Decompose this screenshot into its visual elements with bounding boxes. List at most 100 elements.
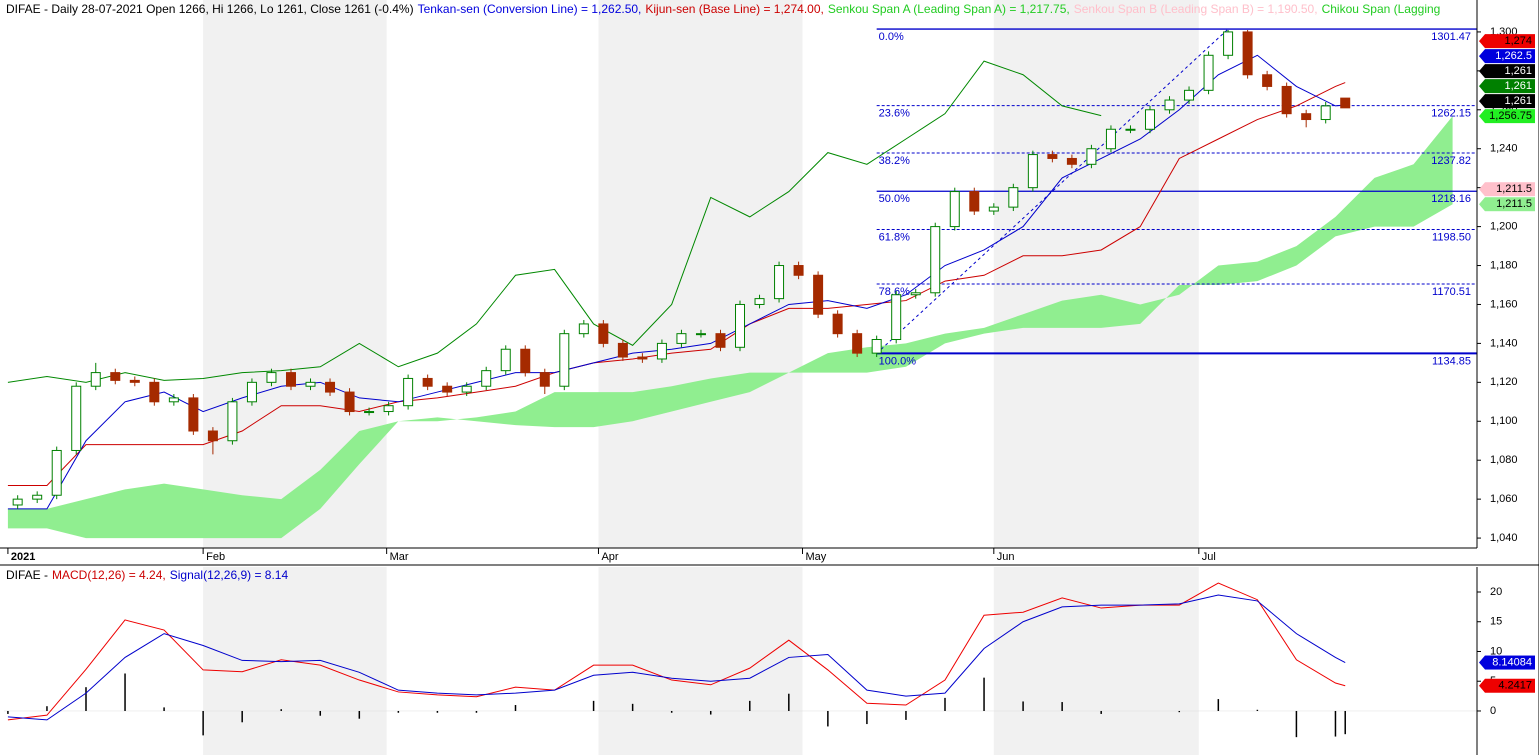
indicator-line	[7, 54, 1346, 510]
fib-price-label: 1198.50	[1432, 231, 1471, 243]
fib-price-label: 1170.51	[1432, 286, 1471, 298]
histogram-bar	[709, 710, 712, 715]
price-tag-label: 1,261	[1504, 95, 1532, 107]
candle-body	[735, 303, 746, 348]
candle-body	[500, 348, 511, 372]
candle-body	[461, 385, 472, 393]
histogram-bar	[319, 710, 322, 716]
y-tick-label: 10	[1490, 645, 1502, 657]
price-tag	[1485, 655, 1535, 670]
histogram-bar	[670, 710, 673, 713]
panel-header: DIFAE - MACD(12,26) = 4.24, Signal(12,26,9…	[6, 568, 288, 582]
header-part: Chikou Span (Lagging	[1322, 2, 1441, 16]
candle-body	[149, 381, 160, 403]
candle-body	[1125, 128, 1136, 131]
y-tick-label: 0	[1490, 705, 1496, 717]
header-part: Kijun-sen (Base Line) = 1,274.00,	[645, 2, 823, 16]
price-tag-arrow	[1479, 64, 1485, 79]
histogram-bar	[788, 693, 790, 711]
histogram-bar	[202, 710, 204, 736]
fib-level-label: 38.2%	[879, 155, 910, 167]
header-part: DIFAE - Daily 28-07-2021 Open 1266, Hi 1…	[6, 2, 414, 16]
price-tag-label: 1,261	[1504, 65, 1532, 77]
candle-body	[1144, 109, 1155, 130]
header-part: Senkou Span B (Leading Span B) = 1,190.5…	[1074, 2, 1318, 16]
candle-body	[188, 397, 199, 432]
price-tag	[1485, 94, 1535, 109]
fib-price-label: 1237.82	[1431, 155, 1471, 167]
histogram-bar	[1022, 701, 1024, 711]
fib-price-label: 1218.16	[1431, 193, 1471, 205]
price-tag	[1485, 79, 1535, 94]
candle-body	[442, 385, 453, 393]
x-tick-label: 2021	[11, 551, 35, 563]
candle-body	[344, 391, 355, 413]
price-tag-label: 1,261	[1504, 80, 1532, 92]
candle-body	[1320, 105, 1331, 121]
candle-body	[1301, 113, 1312, 121]
candle-body	[266, 372, 277, 383]
price-tag	[1485, 182, 1535, 197]
histogram-bar	[7, 710, 9, 714]
candle-body	[656, 342, 667, 360]
candle-body	[1242, 31, 1253, 76]
y-tick-label: 15	[1490, 616, 1502, 628]
candle-body	[949, 191, 960, 228]
candle-body	[1281, 85, 1292, 115]
fib-price-label: 1262.15	[1431, 108, 1471, 120]
candle-body	[246, 381, 257, 403]
histogram-bar	[436, 710, 439, 713]
y-tick-label: 1,100	[1490, 415, 1518, 427]
y-tick-label: 1,060	[1490, 493, 1518, 505]
candle-body	[598, 323, 609, 344]
histogram-bar	[124, 673, 126, 711]
price-tag-label: 1,274	[1504, 35, 1532, 47]
macd-panel: DIFAE - MACD(12,26) = 4.24, Signal(12,26,9…	[4, 568, 1477, 738]
price-tag-label: 4.2417	[1498, 680, 1532, 692]
candle-body	[1066, 157, 1077, 165]
candle-body	[285, 372, 296, 387]
fib-trend-line	[876, 28, 1229, 354]
candle-body	[774, 265, 785, 300]
candle-body	[207, 430, 218, 442]
header-part: Senkou Span A (Leading Span A) = 1,217.7…	[828, 2, 1070, 16]
price-tag	[1485, 109, 1535, 124]
y-tick-label: 1,200	[1490, 221, 1518, 233]
price-tag-label: 1,256.75	[1489, 110, 1532, 122]
histogram-bar	[1334, 710, 1337, 737]
price-tag	[1485, 197, 1535, 212]
fib-price-label: 1134.85	[1432, 355, 1471, 367]
price-tag-arrow	[1479, 678, 1485, 693]
candle-body	[559, 333, 570, 387]
histogram-bar	[85, 687, 87, 711]
header-part: MACD(12,26) = 4.24,	[52, 568, 166, 582]
y-tick-label: 1,040	[1490, 532, 1518, 544]
background	[203, 0, 1199, 755]
fib-level-label: 0.0%	[879, 31, 904, 43]
candle-body	[539, 372, 550, 387]
candle-body	[715, 333, 726, 348]
panel-header: DIFAE - Daily 28-07-2021 Open 1266, Hi 1…	[6, 2, 1440, 16]
month-band	[993, 567, 1199, 755]
histogram-bar	[514, 705, 517, 711]
price-tag-arrow	[1479, 49, 1485, 64]
candle-body	[1164, 99, 1175, 111]
candle-body	[227, 401, 238, 442]
header-part: Signal(12,26,9) = 8.14	[170, 568, 289, 582]
x-tick-label: Feb	[206, 551, 225, 563]
histogram-bar	[866, 710, 868, 725]
price-tag	[1485, 49, 1535, 64]
histogram-bar	[1061, 702, 1063, 711]
candle-body	[403, 377, 414, 407]
histogram-bar	[163, 707, 165, 711]
candle-body	[695, 333, 706, 336]
candle-body	[891, 294, 902, 341]
histogram-bar	[280, 709, 282, 711]
candle-body	[51, 449, 62, 496]
histogram-bar	[1178, 710, 1181, 713]
histogram-bar	[1217, 699, 1220, 711]
histogram-bar	[592, 700, 595, 711]
candle-body	[168, 397, 179, 403]
